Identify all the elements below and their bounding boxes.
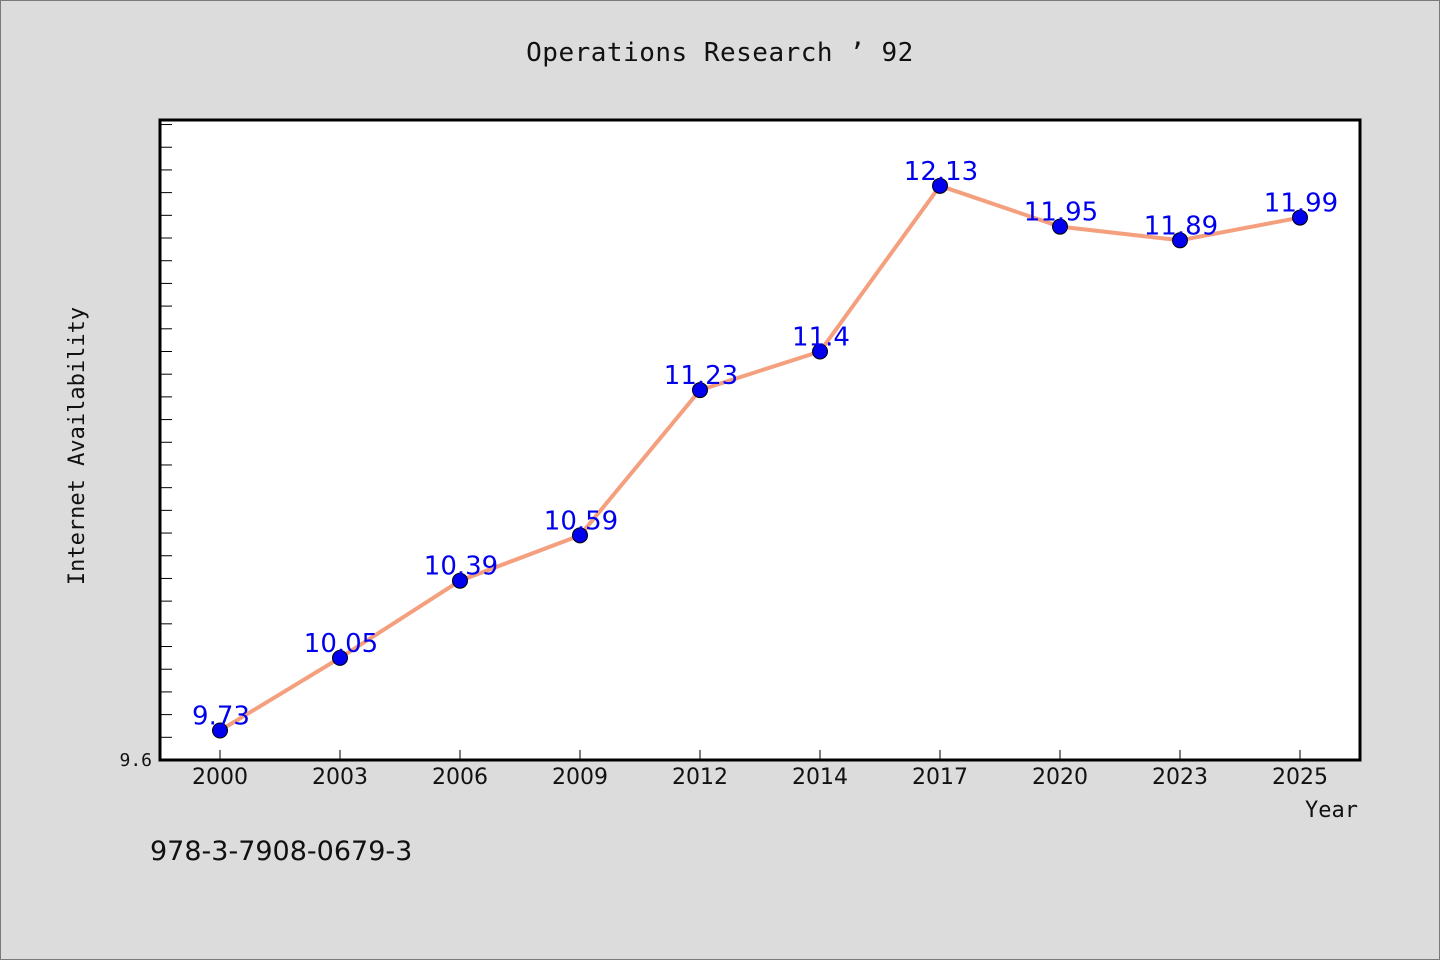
data-label: 10.39 <box>424 552 498 582</box>
data-points <box>212 177 1308 739</box>
x-tick-label: 2014 <box>792 765 848 790</box>
x-tick-label: 2006 <box>432 765 488 790</box>
data-labels: 9.73 10.05 10.39 10.59 11.23 11.4 12.13 11.95 11… <box>192 157 1338 732</box>
data-point <box>812 343 828 360</box>
x-tick-label: 2012 <box>672 765 728 790</box>
y-axis-ticks: 9.6 <box>119 124 172 771</box>
x-axis-label: Year <box>1305 798 1358 823</box>
data-point <box>932 177 948 194</box>
data-label: 10.05 <box>304 629 378 659</box>
data-point <box>452 572 468 589</box>
data-label: 11.95 <box>1024 198 1098 228</box>
x-tick-label: 2017 <box>912 765 968 790</box>
data-label: 11.89 <box>1144 211 1218 241</box>
data-point <box>1172 232 1188 249</box>
data-label: 11.23 <box>664 361 738 391</box>
data-point <box>1292 209 1308 226</box>
x-tick-label: 2003 <box>312 765 368 790</box>
series-line <box>218 183 1301 733</box>
x-tick-label: 2025 <box>1272 765 1328 790</box>
data-label: 11.99 <box>1264 189 1338 219</box>
data-label: 12.13 <box>904 157 978 187</box>
data-point <box>212 722 228 739</box>
x-tick-label: 2020 <box>1032 765 1088 790</box>
x-axis-ticks: 2000 2003 2006 2009 2012 2014 2017 2020 2023 2025 <box>192 750 1328 790</box>
x-tick-label: 2000 <box>192 765 248 790</box>
data-label: 10.59 <box>544 506 618 536</box>
plot-area <box>158 118 1362 762</box>
data-label: 9.73 <box>192 701 250 731</box>
data-label: 11.4 <box>792 322 850 352</box>
x-tick-label: 2023 <box>1152 765 1208 790</box>
footer-code: 978-3-7908-0679-3 <box>150 836 413 867</box>
data-point <box>1052 218 1068 235</box>
data-point <box>692 382 708 399</box>
x-tick-label: 2009 <box>552 765 608 790</box>
y-axis-label: Internet Availability <box>65 307 90 585</box>
chart-title: Operations Research ’ 92 <box>526 38 914 68</box>
data-point <box>332 649 348 666</box>
y-tick-label: 9.6 <box>119 750 152 771</box>
data-point <box>572 527 588 544</box>
